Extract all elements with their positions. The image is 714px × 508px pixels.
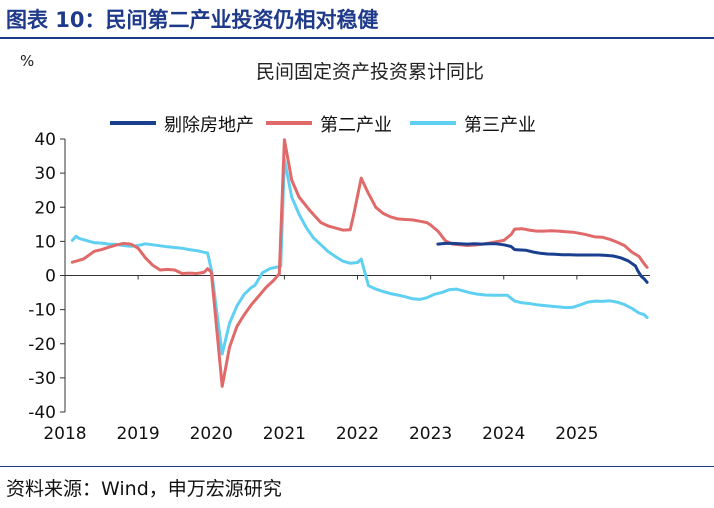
unit-label: % [20, 52, 34, 70]
legend-label-series-0: 剔除房地产 [164, 115, 254, 136]
footer-rule [0, 466, 714, 467]
series-line-2 [70, 158, 649, 356]
y-tick-label: 40 [34, 130, 56, 150]
legend-label-series-2: 第三产业 [464, 115, 536, 136]
legend: 剔除房地产 第二产业 第三产业 [110, 115, 536, 136]
y-tick-label: 0 [45, 267, 56, 287]
title-rule [0, 37, 714, 39]
source-note: 资料来源：Wind，申万宏源研究 [6, 478, 282, 500]
x-tick-label: 2023 [409, 424, 452, 444]
legend-label-series-1: 第二产业 [320, 115, 392, 136]
x-tick-label: 2019 [116, 424, 159, 444]
y-tick-label: -30 [28, 369, 56, 389]
x-tick-label: 2020 [190, 424, 233, 444]
figure-title: 图表 10：民间第二产业投资仍相对稳健 [6, 8, 379, 32]
x-tick-label: 2018 [43, 424, 86, 444]
x-tick-label: 2025 [555, 424, 598, 444]
series-layer [70, 138, 649, 388]
chart-title: 民间固定资产投资累计同比 [256, 61, 484, 83]
series-line-0 [436, 241, 649, 284]
y-axis: -40 -30 -20 -10 0 10 20 30 40 [28, 130, 66, 423]
y-tick-label: 10 [34, 232, 56, 252]
y-tick-label: -10 [28, 301, 56, 321]
y-tick-label: -40 [28, 403, 56, 423]
x-axis: 2018 2019 2020 2021 2022 2023 2024 2025 [43, 275, 650, 444]
line-chart: % 民间固定资产投资累计同比 剔除房地产 第二产业 第三产业 -40 -30 -20… [20, 52, 650, 444]
y-tick-label: 20 [34, 198, 56, 218]
series-line-1 [70, 138, 649, 388]
x-tick-label: 2022 [336, 424, 379, 444]
x-tick-label: 2021 [263, 424, 306, 444]
y-tick-label: 30 [34, 164, 56, 184]
x-tick-label: 2024 [482, 424, 525, 444]
y-tick-label: -20 [28, 335, 56, 355]
